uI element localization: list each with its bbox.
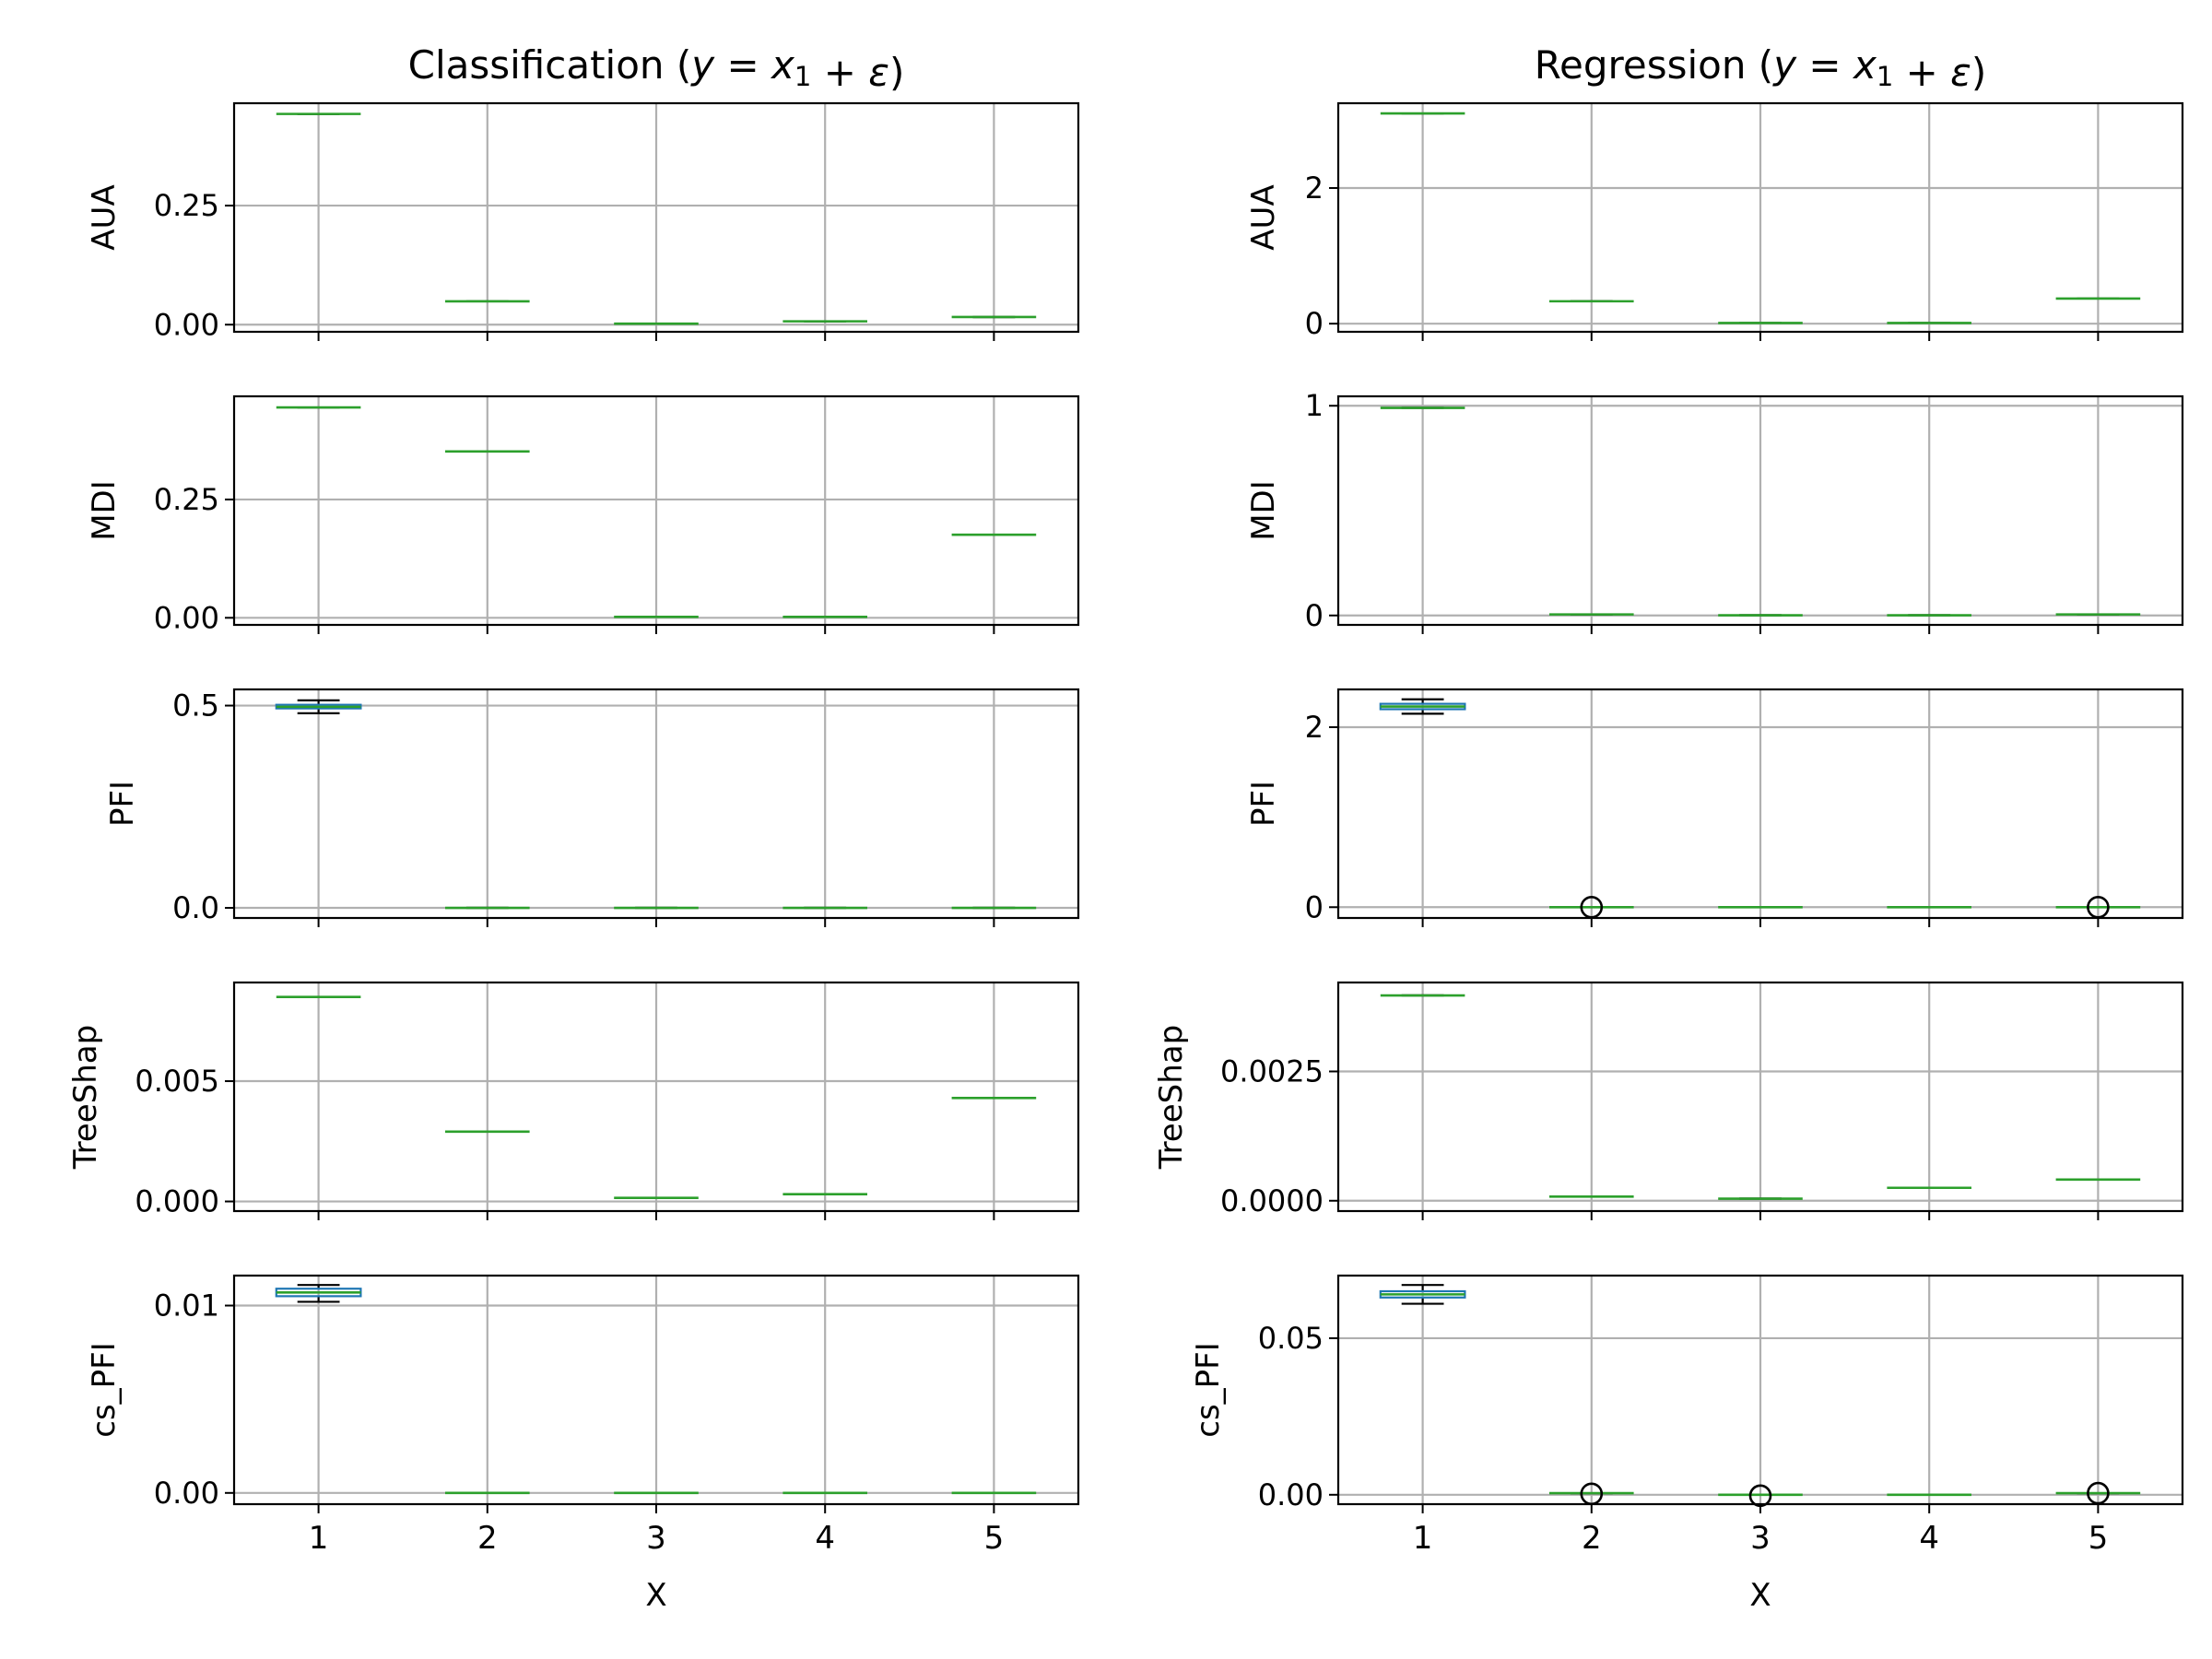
subplot-regression-cs_pfi: 0.00 0.05 cs_PFI 1 2 3 4 5 X <box>1190 1274 2184 1614</box>
subplot-classification-pfi: 0.0 0.5 PFI <box>104 688 1080 927</box>
x-tick-label: 4 <box>815 1520 835 1557</box>
y-tick-label: 0.0 <box>172 890 219 925</box>
y-tick-label: 1 <box>1305 388 1324 423</box>
x-tick-label: 1 <box>1413 1520 1433 1557</box>
y-axis-label: cs_PFI <box>86 1342 123 1438</box>
x-tick-label: 4 <box>1919 1520 1939 1557</box>
y-tick-label: 0.005 <box>135 1064 219 1099</box>
box-1 <box>1379 698 1466 715</box>
y-tick-label: 0.25 <box>154 482 219 517</box>
y-tick-label: 0.0025 <box>1220 1054 1324 1089</box>
subplot-classification-treeshap: 0.000 0.005 TreeShap <box>67 981 1080 1220</box>
x-tick-label: 3 <box>646 1520 666 1557</box>
subplot-title: Regression (y = x1 + ε) <box>1535 42 1987 95</box>
x-tick-label: 5 <box>2088 1520 2109 1557</box>
subplot-classification-cs_pfi: 0.00 0.01 cs_PFI 1 2 3 4 5 X <box>86 1274 1080 1614</box>
subplot-classification-aua: 0.00 0.25 AUA Classification (y = x1 + ε) <box>86 42 1080 342</box>
y-axis-label: cs_PFI <box>1190 1342 1227 1438</box>
box-1 <box>275 699 362 714</box>
y-tick-label: 0 <box>1305 889 1324 924</box>
y-tick-label: 0.01 <box>154 1288 219 1324</box>
x-tick-label: 5 <box>984 1520 1005 1557</box>
subplot-regression-mdi: 0 1 MDI <box>1245 388 2184 634</box>
y-tick-label: 0.00 <box>154 1476 219 1511</box>
x-axis-label: X <box>1749 1577 1771 1614</box>
x-tick-label: 3 <box>1750 1520 1771 1557</box>
x-tick-label: 2 <box>1582 1520 1602 1557</box>
y-tick-label: 0.00 <box>154 307 219 342</box>
x-tick-label: 1 <box>309 1520 329 1557</box>
y-axis-label: AUA <box>1245 184 1282 250</box>
y-tick-label: 0.5 <box>172 688 219 724</box>
subplot-classification-mdi: 0.00 0.25 MDI <box>86 394 1080 635</box>
y-axis-label: PFI <box>104 781 141 827</box>
subplot-regression-pfi: 0 2 PFI <box>1245 688 2184 927</box>
y-tick-label: 0.05 <box>1258 1321 1324 1356</box>
box-1 <box>275 1284 362 1303</box>
subplot-title: Classification (y = x1 + ε) <box>408 42 905 95</box>
y-tick-label: 0.0000 <box>1220 1183 1324 1218</box>
subplot-regression-treeshap: 0.0000 0.0025 TreeShap <box>1153 981 2184 1220</box>
y-tick-label: 0.00 <box>1258 1477 1324 1512</box>
y-axis-label: MDI <box>1245 480 1282 541</box>
y-tick-label: 0.000 <box>135 1184 219 1219</box>
box-5 <box>2055 895 2141 919</box>
y-tick-label: 0 <box>1305 306 1324 341</box>
y-axis-label: TreeShap <box>67 1025 104 1170</box>
y-tick-label: 2 <box>1305 171 1324 206</box>
y-axis-label: MDI <box>86 480 123 541</box>
subplot-regression-aua: 0 2 AUA Regression (y = x1 + ε) <box>1245 42 2184 341</box>
box-1 <box>1379 1284 1466 1305</box>
box-2 <box>1549 895 1634 919</box>
y-axis-label: TreeShap <box>1153 1025 1190 1170</box>
y-axis-label: PFI <box>1245 781 1282 827</box>
y-tick-label: 2 <box>1305 710 1324 745</box>
x-axis-label: X <box>645 1577 666 1614</box>
y-tick-label: 0.00 <box>154 600 219 635</box>
y-axis-label: AUA <box>86 184 123 250</box>
y-tick-label: 0.25 <box>154 188 219 223</box>
y-tick-label: 0 <box>1305 598 1324 633</box>
x-tick-label: 2 <box>477 1520 498 1557</box>
